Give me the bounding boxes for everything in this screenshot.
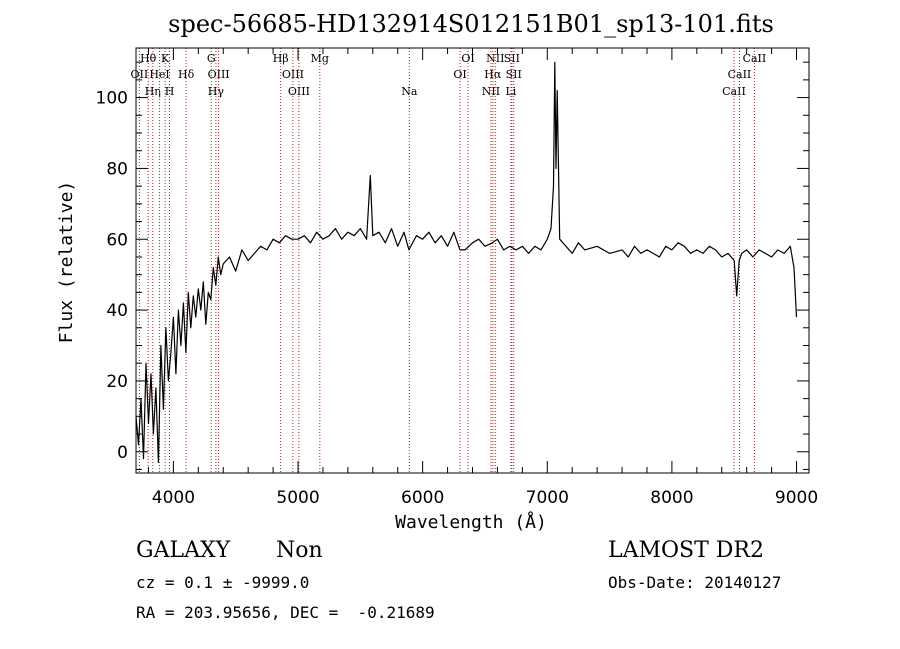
y-tick-label: 40 [106, 301, 128, 321]
plot-frame [135, 47, 810, 474]
chart-title: spec-56685-HD132914S012151B01_sp13-101.f… [168, 10, 774, 38]
line-marker-label: CaII [722, 85, 746, 98]
line-marker-label: Hθ [140, 52, 157, 65]
line-marker-label: H [165, 85, 175, 98]
y-tick-label: 80 [106, 159, 128, 179]
classification-label: GALAXY [136, 538, 231, 563]
x-tick-label: 5000 [276, 488, 319, 508]
line-marker-label: Li [505, 85, 516, 98]
line-marker-label: Hη [145, 85, 161, 98]
line-marker-label: SII [504, 52, 520, 65]
line-marker-label: Mg [311, 52, 329, 65]
x-tick-label: 9000 [775, 488, 818, 508]
line-marker-label: SII [506, 68, 522, 81]
subclass-label: Non [276, 538, 323, 563]
line-marker-label: K [161, 52, 170, 65]
line-marker-label: G [207, 52, 216, 65]
x-tick-label: 4000 [152, 488, 195, 508]
line-marker-label: OI [453, 68, 466, 81]
x-tick-label: 7000 [526, 488, 569, 508]
redshift-label: cz = 0.1 ± -9999.0 [136, 573, 310, 592]
x-tick-label: 8000 [650, 488, 693, 508]
x-tick-label: 6000 [401, 488, 444, 508]
x-axis: 4000 5000 6000 7000 8000 9000 [147, 48, 818, 508]
y-axis-label: Flux (relative) [56, 181, 77, 344]
spectrum-series [135, 61, 798, 463]
survey-label: LAMOST DR2 [608, 538, 764, 563]
line-marker-label: OII [131, 68, 149, 81]
line-marker-label: OIII [208, 68, 230, 81]
obs-date-label: Obs-Date: 20140127 [608, 573, 782, 592]
y-tick-label: 60 [106, 230, 128, 250]
line-marker-label: Hγ [208, 85, 225, 98]
line-marker-label: OIII [288, 85, 310, 98]
line-marker-label: HeI [149, 68, 169, 81]
y-tick-label: 100 [96, 89, 128, 109]
line-marker-label: NII [482, 85, 500, 98]
line-marker-label: Na [401, 85, 418, 98]
line-marker-label: CaII [743, 52, 767, 65]
coordinates-label: RA = 203.95656, DEC = -0.21689 [136, 603, 435, 622]
line-marker-label: OIII [282, 68, 304, 81]
y-tick-label: 0 [117, 443, 128, 463]
y-axis: 0 20 40 60 80 100 [96, 61, 809, 470]
line-marker-label: Hβ [273, 52, 289, 65]
line-marker-label: NII [486, 52, 504, 65]
line-marker-label: OI [461, 52, 474, 65]
line-marker-label: Hα [484, 68, 502, 81]
line-marker-label: CaII [728, 68, 752, 81]
x-axis-label: Wavelength (Å) [395, 511, 547, 533]
spectrum-line [135, 61, 798, 463]
emission-line-markers: Hθ OII Hη HeI K HHδ G OIII Hγ Hβ OIII OIII Mg Na OI OI N… [131, 48, 767, 473]
y-tick-label: 20 [106, 372, 128, 392]
line-marker-label: Hδ [178, 68, 195, 81]
